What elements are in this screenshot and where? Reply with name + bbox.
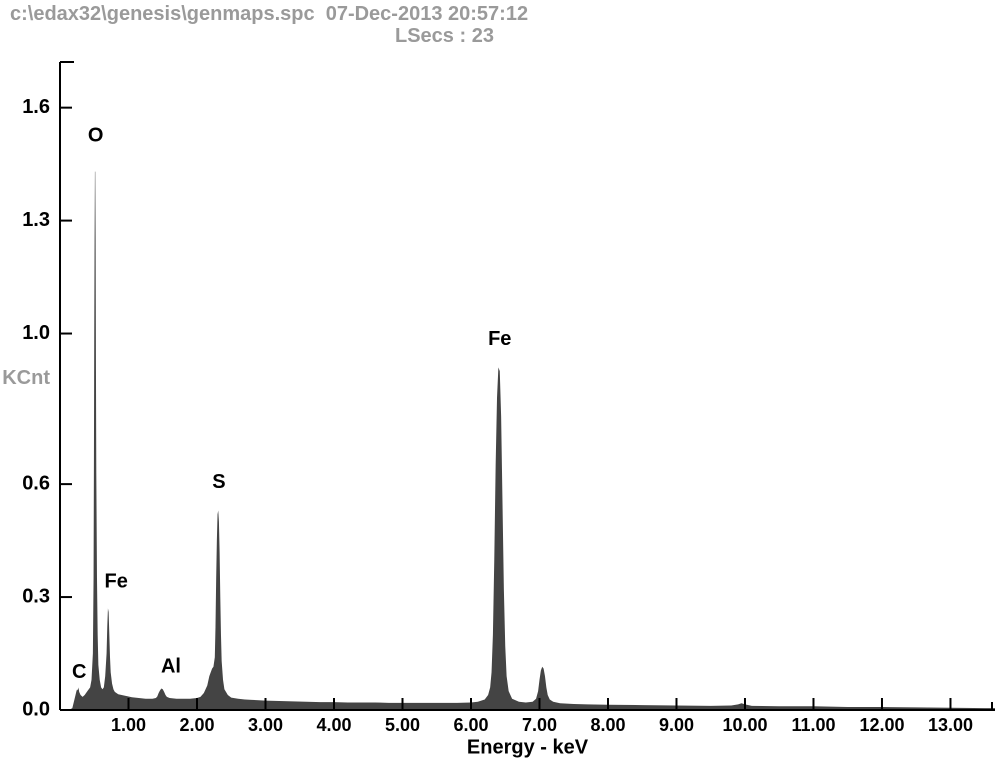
y-tick-label: 1.0 <box>22 322 50 344</box>
x-tick-label: 11.00 <box>791 715 835 735</box>
y-tick-label: 0.0 <box>22 698 50 720</box>
x-tick-label: 5.00 <box>385 715 420 735</box>
x-tick-label: 8.00 <box>590 715 625 735</box>
x-tick-label: 3.00 <box>248 715 283 735</box>
page-container: c:\edax32\genesis\genmaps.spc 07-Dec-201… <box>0 0 1000 775</box>
peak-label: Fe <box>488 328 511 350</box>
x-tick-label: 13.00 <box>928 715 973 735</box>
y-tick-label: 1.3 <box>22 209 50 231</box>
x-tick-label: 7.00 <box>522 715 557 735</box>
y-tick-label: 0.3 <box>22 585 50 607</box>
x-tick-label: 12.00 <box>859 715 904 735</box>
peak-label: Al <box>161 655 181 677</box>
x-axis-title: Energy - keV <box>467 737 589 759</box>
x-tick-label: 1.00 <box>111 715 146 735</box>
y-tick-label: 0.6 <box>22 472 50 494</box>
y-tick-label: 1.6 <box>22 96 50 118</box>
lsecs-subtitle: LSecs : 23 <box>395 25 494 48</box>
x-tick-label: 6.00 <box>453 715 488 735</box>
x-tick-label: 9.00 <box>659 715 694 735</box>
file-title: c:\edax32\genesis\genmaps.spc 07-Dec-201… <box>10 3 528 26</box>
eds-spectrum-chart: 0.0 0.3 0.6 1.0 1.3 1.6 KCnt 1.00 2.00 3.00 4.00 5.… <box>0 50 1000 775</box>
y-axis-title: KCnt <box>2 367 50 389</box>
x-tick-label: 2.00 <box>179 715 214 735</box>
x-tick-label: 4.00 <box>316 715 351 735</box>
peak-label: Fe <box>104 571 127 593</box>
peak-label: C <box>72 661 86 683</box>
x-tick-label: 10.00 <box>722 715 767 735</box>
peak-label: O <box>88 125 104 147</box>
peak-label: S <box>212 471 225 493</box>
